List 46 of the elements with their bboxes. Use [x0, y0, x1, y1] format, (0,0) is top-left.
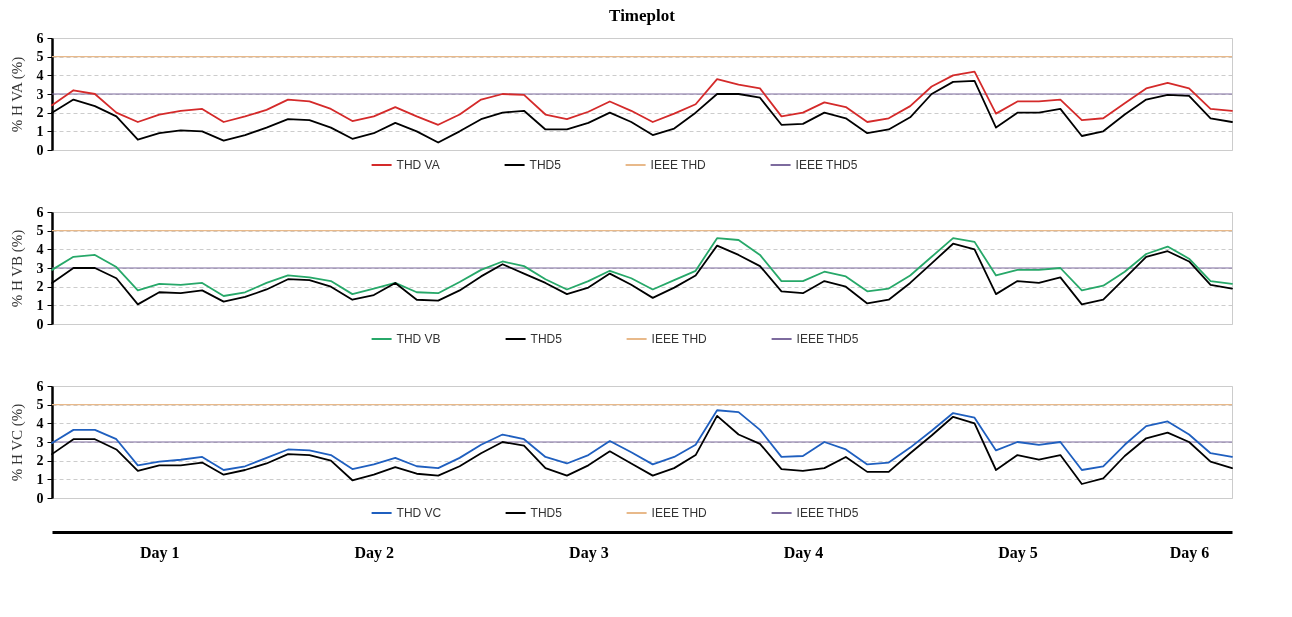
y-tick-label: 0 — [36, 490, 44, 506]
y-tick-label: 5 — [36, 49, 44, 65]
legend-label: THD VB — [396, 332, 441, 346]
legend-label: IEEE THD — [651, 506, 708, 520]
y-tick-label: 3 — [36, 434, 44, 450]
line-series — [51, 70, 1233, 126]
y-tick-label: 2 — [36, 279, 44, 295]
x-tick-label: Day 3 — [569, 543, 609, 562]
x-tick-label: Day 6 — [1169, 543, 1210, 562]
legend-label: THD5 — [530, 506, 563, 520]
legend-label: IEEE THD — [651, 332, 708, 346]
x-tick-label: Day 4 — [783, 543, 824, 562]
y-tick-label: 3 — [36, 86, 44, 102]
x-tick-label: Day 1 — [139, 543, 180, 562]
y-axis-title: % H VA (%) — [8, 56, 26, 133]
y-tick-label: 3 — [36, 260, 44, 276]
line-series — [51, 409, 1233, 471]
y-tick-label: 6 — [36, 30, 44, 46]
y-tick-label: 5 — [36, 397, 44, 413]
chart-title: Timeplot — [609, 6, 676, 25]
y-tick-label: 0 — [36, 142, 44, 158]
y-tick-label: 4 — [36, 415, 44, 431]
y-tick-label: 4 — [36, 241, 44, 257]
y-tick-label: 4 — [36, 67, 44, 83]
y-tick-label: 1 — [36, 123, 44, 139]
y-tick-label: 1 — [36, 471, 44, 487]
y-axis-title: % H VC (%) — [8, 403, 26, 482]
y-tick-label: 6 — [36, 378, 44, 394]
legend-label: IEEE THD5 — [796, 506, 859, 520]
y-tick-label: 6 — [36, 204, 44, 220]
legend-label: THD VC — [396, 506, 442, 520]
y-tick-label: 2 — [36, 105, 44, 121]
line-series — [51, 237, 1233, 297]
legend-label: THD5 — [529, 158, 562, 172]
y-axis-title: % H VB (%) — [8, 229, 26, 308]
y-tick-label: 0 — [36, 316, 44, 332]
x-tick-label: Day 2 — [354, 543, 395, 562]
y-tick-label: 5 — [36, 223, 44, 239]
legend-label: THD VA — [396, 158, 440, 172]
y-tick-label: 2 — [36, 453, 44, 469]
legend-label: THD5 — [530, 332, 563, 346]
legend-label: IEEE THD — [650, 158, 707, 172]
legend-label: IEEE THD5 — [795, 158, 858, 172]
x-tick-label: Day 5 — [998, 543, 1038, 562]
y-tick-label: 1 — [36, 297, 44, 313]
legend-label: IEEE THD5 — [796, 332, 859, 346]
